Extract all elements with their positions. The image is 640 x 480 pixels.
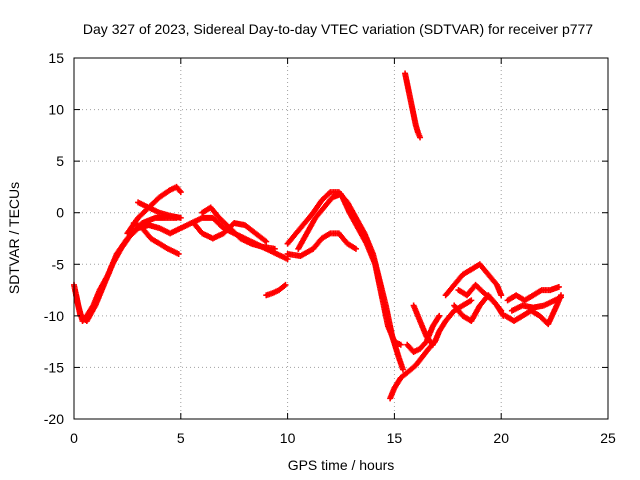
y-tick-label: -20 — [44, 411, 64, 427]
data-point — [498, 307, 505, 314]
x-tick-label: 15 — [387, 430, 403, 446]
y-tick-label: 15 — [48, 50, 64, 66]
data-point — [284, 256, 291, 263]
y-tick-label: 10 — [48, 102, 64, 118]
data-point — [282, 281, 289, 288]
x-tick-label: 25 — [600, 430, 616, 446]
x-tick-label: 0 — [70, 430, 78, 446]
x-tick-label: 10 — [280, 430, 296, 446]
plot-frame — [73, 57, 609, 420]
chart-title: Day 327 of 2023, Sidereal Day-to-day VTE… — [83, 21, 593, 37]
data-point — [436, 312, 443, 319]
x-tick-label: 5 — [177, 430, 185, 446]
y-tick-label: 5 — [56, 153, 64, 169]
y-tick-label: -10 — [44, 308, 64, 324]
data-point — [352, 245, 359, 252]
data-point — [558, 294, 565, 301]
data-point — [271, 245, 278, 252]
data-points — [71, 70, 565, 402]
data-trace-mark — [428, 340, 435, 347]
data-point — [397, 341, 404, 348]
data-point — [175, 250, 182, 257]
y-tick-label: -5 — [52, 256, 65, 272]
axis-ticks — [73, 57, 609, 420]
y-tick-label: -15 — [44, 359, 64, 375]
x-tick-labels: 0 5 10 15 20 25 — [70, 430, 616, 446]
data-point — [429, 341, 436, 348]
data-point — [555, 283, 562, 290]
y-tick-labels: -20 -15 -10 -5 0 5 10 15 — [44, 50, 64, 427]
x-axis-label: GPS time / hours — [288, 457, 395, 473]
y-tick-label: 0 — [56, 205, 64, 221]
data-point — [399, 366, 406, 373]
data-point — [177, 189, 184, 196]
data-point — [468, 297, 475, 304]
data-point — [177, 214, 184, 221]
data-point — [498, 292, 505, 299]
y-axis-label: SDTVAR / TECUs — [6, 182, 22, 294]
data-point — [417, 134, 424, 141]
x-tick-label: 20 — [493, 430, 509, 446]
data-point — [263, 238, 270, 245]
